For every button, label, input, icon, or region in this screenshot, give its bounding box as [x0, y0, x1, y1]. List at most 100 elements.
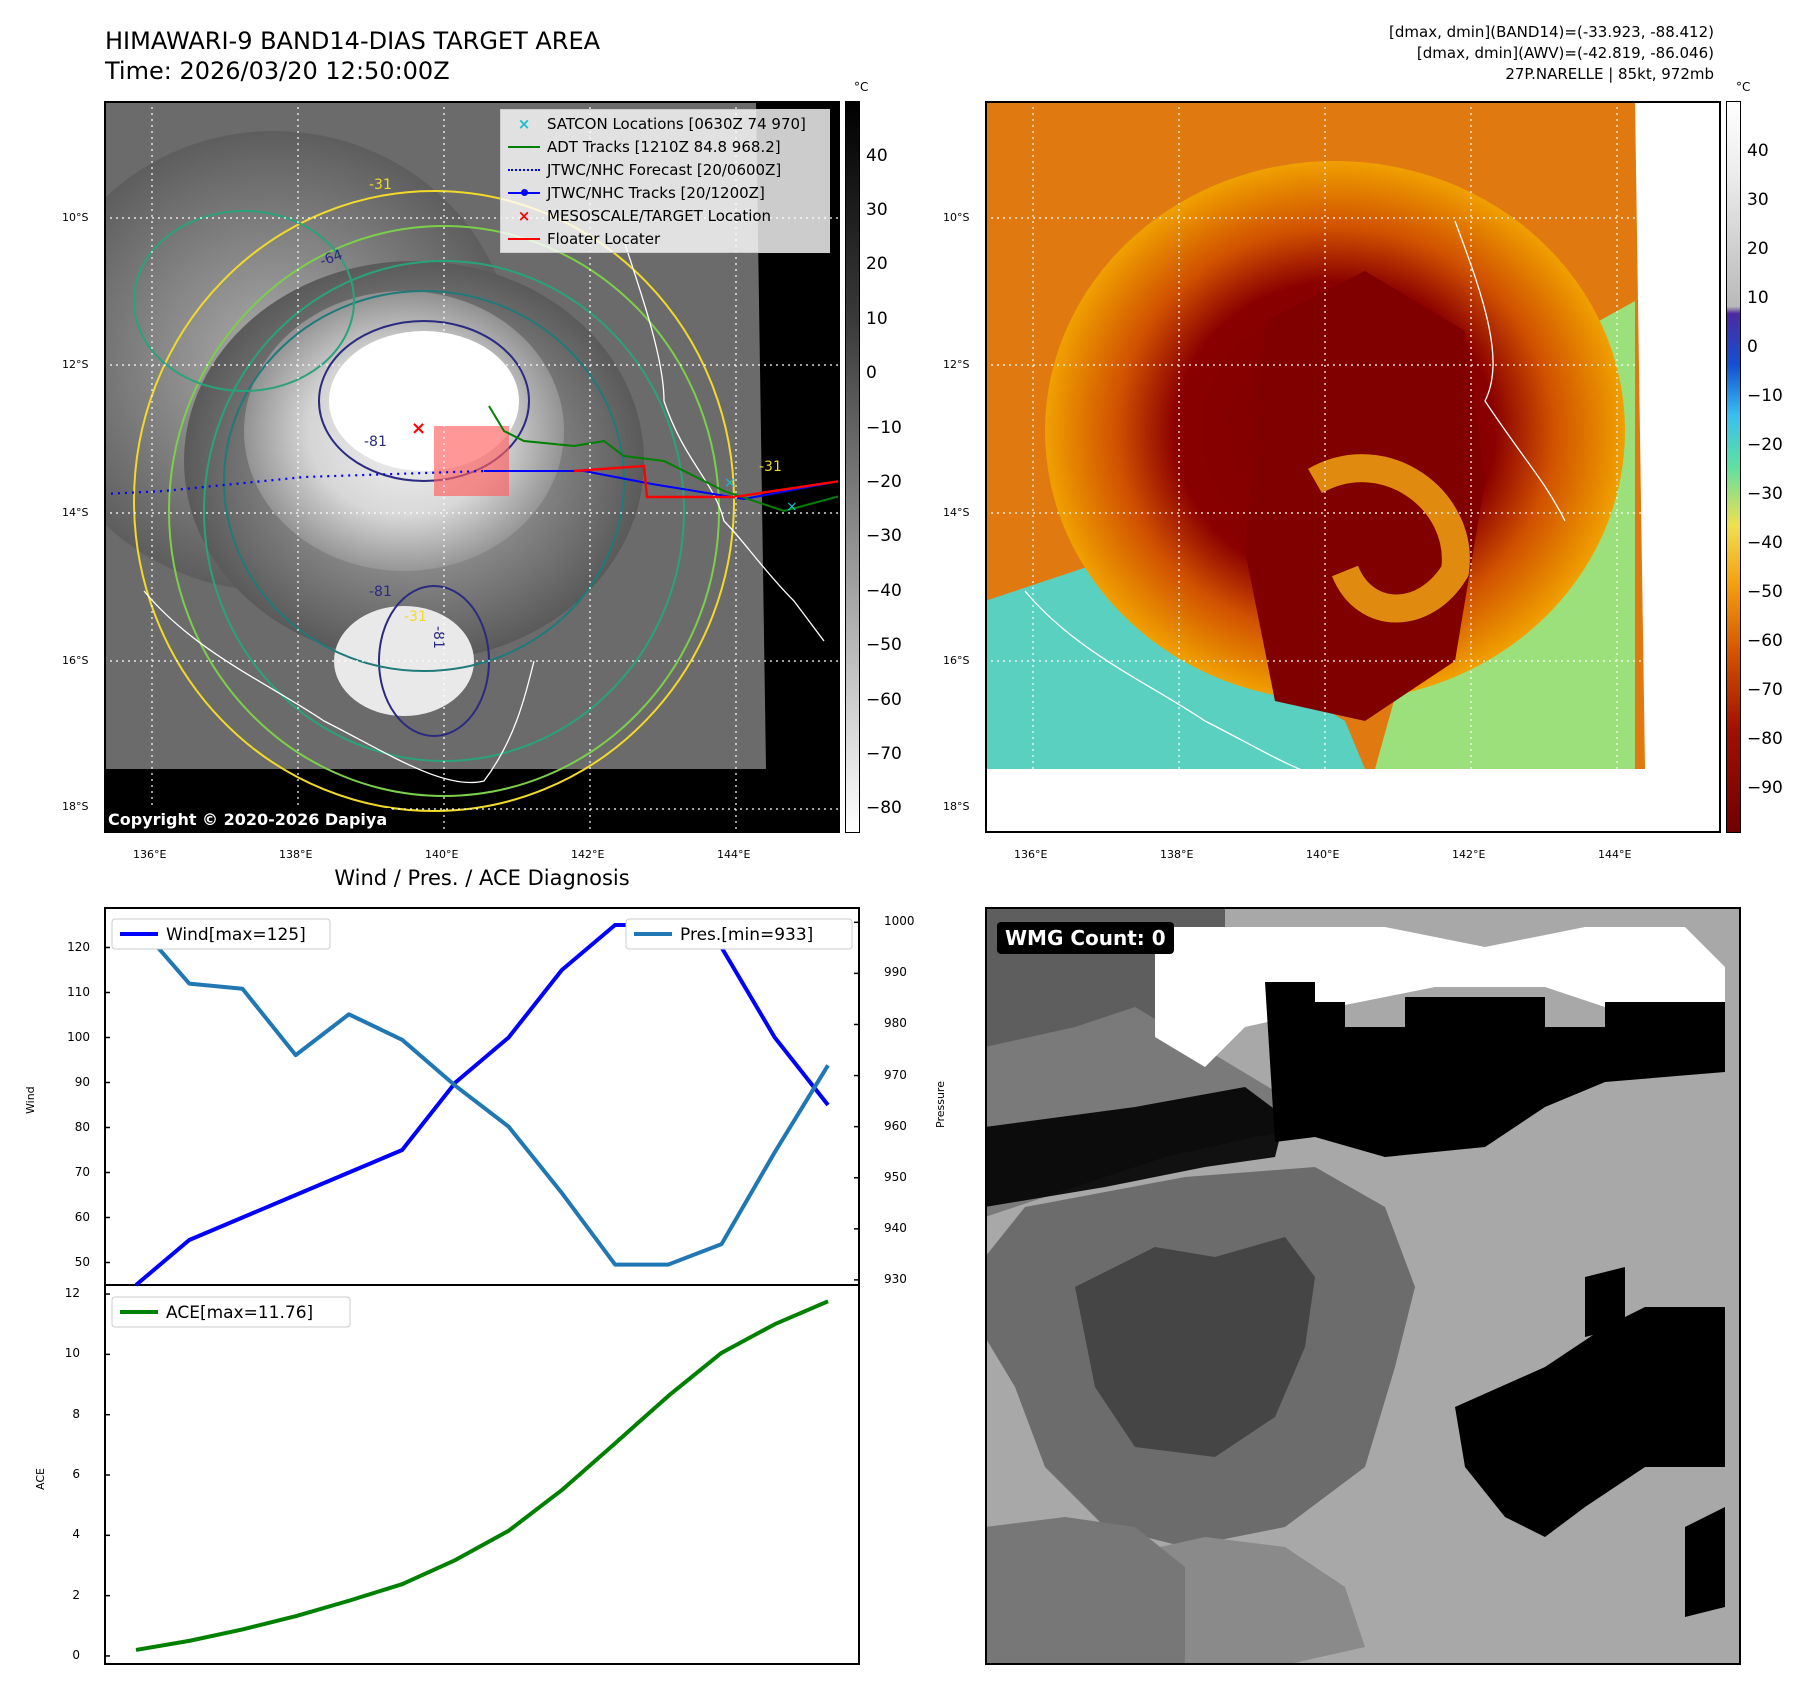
pressure-axis-tick: 960	[884, 1118, 907, 1133]
figure-title-line2: Time: 2026/03/20 12:50:00Z	[105, 57, 450, 85]
ace-legend-label: ACE[max=11.76]	[166, 1303, 313, 1323]
colorbar-tick: −10	[866, 418, 902, 438]
diagnosis-chart: Wind[max=125] Pres.[min=933] ACE[max=11.76…	[104, 907, 860, 1665]
lon-label: 142°E	[571, 848, 605, 861]
colorbar-tick: 40	[1747, 141, 1769, 161]
lon-label: 136°E	[133, 848, 167, 861]
colorbar-tick: −90	[1747, 778, 1783, 798]
legend-item-jtwc-forecast: JTWC/NHC Forecast [20/0600Z]	[501, 158, 829, 181]
legend-item-jtwc-tracks: JTWC/NHC Tracks [20/1200Z]	[501, 181, 829, 204]
diagnosis-chart-svg: Wind[max=125] Pres.[min=933] ACE[max=11.76…	[104, 907, 860, 1665]
lat-label: 16°S	[943, 654, 970, 667]
x-marker-icon: ×	[517, 206, 531, 225]
lat-label: 18°S	[943, 800, 970, 813]
colorbar-tick: −30	[866, 526, 902, 546]
wind-axis-tick: 90	[74, 1074, 90, 1089]
colorbar-tick: 30	[866, 200, 888, 220]
wind-axis-tick: 70	[74, 1164, 90, 1179]
ace-axis-title: ACE	[34, 1468, 47, 1490]
ir-map-panel: -64 -81 -31 -31 -81 -31 -81 × × ×	[34, 101, 841, 833]
diagnosis-title: Wind / Pres. / ACE Diagnosis	[334, 866, 630, 890]
colorbar-tick: −20	[1747, 435, 1783, 455]
wind-axis-tick: 60	[74, 1209, 90, 1224]
lat-label: 12°S	[62, 358, 89, 371]
contour-label: -31	[404, 609, 427, 625]
colorbar-tick: −70	[866, 744, 902, 764]
wmg-image	[985, 907, 1741, 1665]
svg-text:×: ×	[411, 418, 426, 439]
contour-label: -81	[430, 626, 446, 649]
wind-axis-title: Wind	[24, 1086, 37, 1114]
line-icon	[501, 237, 547, 240]
colorbar-tick: −80	[1747, 729, 1783, 749]
ace-axis-tick: 12	[64, 1286, 80, 1301]
copyright-label: Copyright © 2020-2026 Dapiya	[104, 808, 392, 831]
contour-label: -81	[364, 434, 387, 450]
info-line3: 27P.NARELLE | 85kt, 972mb	[1505, 65, 1714, 83]
colorbar-tick: 40	[866, 146, 888, 166]
lon-label: 138°E	[1160, 848, 1194, 861]
lat-label: 14°S	[62, 506, 89, 519]
wind-axis-tick: 110	[67, 984, 90, 999]
colorbar-tick: −30	[1747, 484, 1783, 504]
ir-legend: × SATCON Locations [0630Z 74 970] ADT Tra…	[500, 109, 830, 253]
colorbar-tick: −10	[1747, 386, 1783, 406]
pressure-axis-tick: 930	[884, 1271, 907, 1286]
colorbar-tick: −40	[1747, 533, 1783, 553]
lon-label: 142°E	[1452, 848, 1486, 861]
legend-item-floater: Floater Locater	[501, 227, 829, 250]
colorbar-tick: −60	[1747, 631, 1783, 651]
wind-axis-tick: 80	[74, 1119, 90, 1134]
lon-label: 136°E	[1014, 848, 1048, 861]
info-line1: [dmax, dmin](BAND14)=(-33.923, -88.412)	[1389, 23, 1714, 41]
legend-item-mesoscale: × MESOSCALE/TARGET Location	[501, 204, 829, 227]
awv-colorbar	[1726, 101, 1741, 833]
pressure-axis-tick: 980	[884, 1016, 907, 1031]
pressure-legend-box	[625, 918, 853, 950]
ace-axis-tick: 4	[72, 1527, 80, 1542]
lon-label: 144°E	[1598, 848, 1632, 861]
ace-axis-tick: 6	[72, 1467, 80, 1481]
colorbar-tick: −20	[866, 472, 902, 492]
pressure-series-line	[134, 921, 830, 1267]
x-marker-icon: ×	[517, 114, 531, 133]
contour-label: -64	[318, 247, 345, 270]
pressure-axis-tick: 1000	[884, 914, 915, 929]
lat-label: 10°S	[943, 211, 970, 224]
colorbar-tick: 10	[1747, 288, 1769, 308]
pressure-axis-tick: 950	[884, 1169, 907, 1184]
ace-axis-tick: 0	[72, 1647, 80, 1662]
colorbar-tick: 10	[866, 309, 888, 329]
colorbar-tick: 30	[1747, 190, 1769, 210]
info-line2: [dmax, dmin](AWV)=(-42.819, -86.046)	[1416, 44, 1714, 62]
wmg-panel: WMG Count: 0	[985, 907, 1741, 1665]
colorbar-tick: 0	[1747, 337, 1758, 357]
ir-colorbar	[845, 101, 860, 833]
lat-label: 12°S	[943, 358, 970, 371]
lon-label: 138°E	[279, 848, 313, 861]
lon-label: 140°E	[425, 848, 459, 861]
wind-legend-box	[111, 918, 331, 950]
ace-legend-box	[111, 1296, 351, 1328]
wind-axis-tick: 120	[67, 939, 90, 954]
wind-legend-label: Wind[max=125]	[166, 925, 306, 945]
colorbar-unit: °C	[1736, 80, 1751, 94]
awv-map-image	[985, 101, 1721, 833]
colorbar-tick: −80	[866, 798, 902, 818]
lat-label: 10°S	[62, 211, 89, 224]
pressure-axis-tick: 940	[884, 1220, 907, 1235]
lat-label: 18°S	[62, 800, 89, 813]
ace-axis-tick: 8	[72, 1406, 80, 1421]
colorbar-unit: °C	[854, 80, 869, 94]
ace-series-line	[135, 1299, 829, 1652]
wmg-count-badge: WMG Count: 0	[997, 922, 1174, 954]
ace-axis-tick: 10	[64, 1346, 80, 1361]
svg-text:×: ×	[724, 475, 736, 491]
lat-label: 14°S	[943, 506, 970, 519]
colorbar-tick: −50	[866, 635, 902, 655]
ace-axis-tick: 2	[72, 1587, 80, 1602]
pressure-axis-title: Pressure	[934, 1081, 947, 1128]
pressure-legend-label: Pres.[min=933]	[680, 925, 813, 945]
line-dot-icon	[501, 188, 547, 196]
lat-label: 16°S	[62, 654, 89, 667]
